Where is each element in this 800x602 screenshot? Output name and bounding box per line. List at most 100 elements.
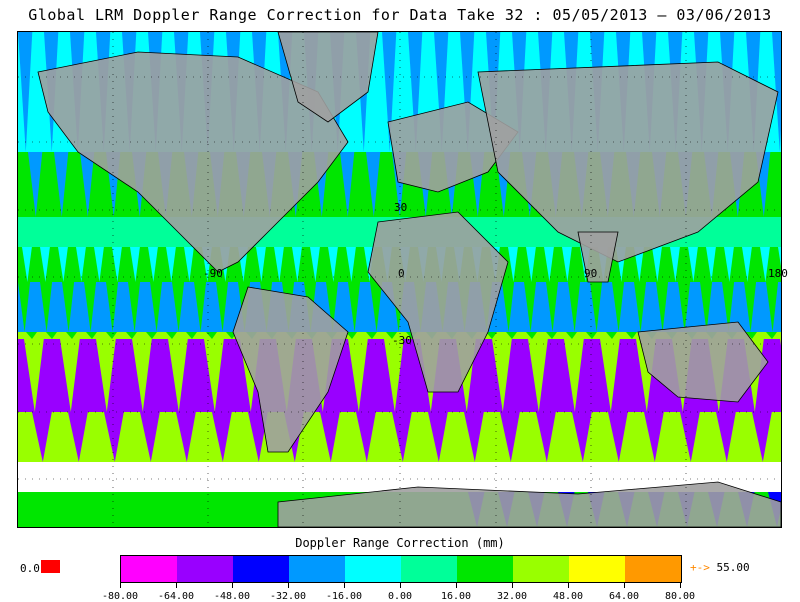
colorbar-tickmark: [176, 582, 177, 588]
colorbar-segment: [625, 556, 681, 582]
band-subtropic-swath: [508, 247, 518, 282]
band-equator-swath: [216, 282, 229, 332]
band-subtropic-swath: [184, 247, 194, 282]
colorbar-tickmark: [232, 582, 233, 588]
land-north-america: [37, 51, 349, 273]
band-south-sub-swath: [146, 332, 157, 339]
band-south-sub-swath: [126, 332, 137, 339]
map-canvas: [18, 32, 781, 527]
band-south-mid-swath: [528, 339, 548, 412]
band-south-high-swath: [320, 412, 340, 462]
band-south-sub-swath: [386, 332, 397, 339]
band-subtropic-swath: [526, 247, 536, 282]
land-greenland: [277, 32, 379, 123]
band-equator-swath: [40, 282, 53, 332]
band-south-high-swath: [680, 412, 700, 462]
colorbar-segment: [289, 556, 345, 582]
band-subtropic-swath: [76, 247, 86, 282]
band-north-mid-swath: [80, 152, 95, 217]
lon-label-0: 0: [398, 267, 405, 280]
band-subtropic-swath: [130, 247, 140, 282]
band-south-mid-swath: [348, 339, 368, 412]
colorbar: [120, 555, 682, 583]
band-south-high-swath: [500, 412, 520, 462]
lat-label-30: 30: [394, 201, 408, 214]
band-south-sub-swath: [546, 332, 557, 339]
colorbar-tick-label: -32.00: [269, 591, 307, 602]
band-equator-swath: [128, 282, 141, 332]
band-south-mid-swath: [492, 339, 512, 412]
band-equator-swath: [590, 282, 603, 332]
band-subtropic-swath: [310, 247, 320, 282]
band-south-sub-swath: [626, 332, 637, 339]
band-equator-swath: [326, 282, 339, 332]
band-south-high-swath: [176, 412, 196, 462]
band-south-sub-swath: [26, 332, 37, 339]
colorbar-title: Doppler Range Correction (mm): [295, 536, 505, 550]
band-south-high-swath: [644, 412, 664, 462]
band-south-mid-swath: [384, 339, 404, 412]
colorbar-segment: [513, 556, 569, 582]
band-south-sub-swath: [566, 332, 577, 339]
band-subtropic-swath: [670, 247, 680, 282]
colorbar-tick-label: 32.00: [496, 591, 528, 602]
land-south-america: [232, 286, 349, 453]
band-south-sub-swath: [106, 332, 117, 339]
band-north-mid-swath: [340, 152, 355, 217]
band-subtropic-swath: [706, 247, 716, 282]
band-south-sub-swath: [346, 332, 357, 339]
band-south-high-swath: [752, 412, 772, 462]
band-equator-swath: [348, 282, 361, 332]
band-south-mid-swath: [60, 339, 80, 412]
band-south-high-swath: [428, 412, 448, 462]
band-north-mid-swath: [54, 152, 69, 217]
colorbar-tickmark: [456, 582, 457, 588]
colorbar-tick-label: 16.00: [440, 591, 472, 602]
band-subtropic-swath: [652, 247, 662, 282]
band-equator-swath: [524, 282, 537, 332]
band-equator-swath: [722, 282, 735, 332]
band-equator-swath: [612, 282, 625, 332]
band-south-sub-swath: [486, 332, 497, 339]
band-subtropic-swath: [148, 247, 158, 282]
band-south-mid-swath: [132, 339, 152, 412]
colorbar-tick-label: -48.00: [213, 591, 251, 602]
colorbar-tick-label: 0.00: [387, 591, 413, 602]
colorbar-tickmark: [568, 582, 569, 588]
colorbar-segment: [233, 556, 289, 582]
band-subtropic-swath: [742, 247, 752, 282]
band-south-sub-swath: [46, 332, 57, 339]
band-subtropic-swath: [724, 247, 734, 282]
colorbar-tick-label: -80.00: [101, 591, 139, 602]
band-equator-swath: [568, 282, 581, 332]
band-equator-swath: [194, 282, 207, 332]
band-equator-swath: [18, 282, 31, 332]
colorbar-tick-label: 64.00: [608, 591, 640, 602]
lon-label-minus-90: -90: [203, 267, 223, 280]
colorbar-tick-label: -64.00: [157, 591, 195, 602]
band-equator-swath: [766, 282, 779, 332]
band-equator-swath: [678, 282, 691, 332]
band-equator-swath: [700, 282, 713, 332]
band-north-high-swath: [408, 32, 423, 152]
band-equator-swath: [172, 282, 185, 332]
band-subtropic-swath: [40, 247, 50, 282]
band-south-sub-swath: [206, 332, 217, 339]
band-south-sub-swath: [746, 332, 757, 339]
band-equator-swath: [150, 282, 163, 332]
over-range-indicator: +-> 55.00: [690, 561, 750, 574]
over-range-label: 55.00: [716, 561, 750, 574]
land-europe: [387, 101, 519, 193]
colorbar-tick-label: 80.00: [664, 591, 696, 602]
colorbar-segment: [401, 556, 457, 582]
band-south-high-swath: [464, 412, 484, 462]
band-south-mid-swath: [168, 339, 188, 412]
band-south-high-swath: [212, 412, 232, 462]
colorbar-tick-label: 48.00: [552, 591, 584, 602]
band-equator-swath: [502, 282, 515, 332]
band-south-sub-swath: [606, 332, 617, 339]
band-south-sub-swath: [186, 332, 197, 339]
band-south-mid-swath: [564, 339, 584, 412]
band-subtropic-swath: [346, 247, 356, 282]
band-north-high-swath: [18, 32, 33, 152]
